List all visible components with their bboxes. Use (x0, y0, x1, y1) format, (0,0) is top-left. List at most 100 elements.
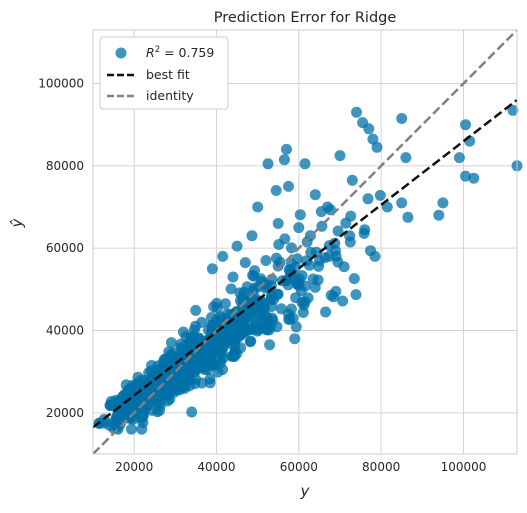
scatter-point (294, 209, 306, 221)
scatter-point (338, 261, 350, 273)
scatter-point (279, 233, 291, 245)
y-axis-label: ŷ (8, 217, 26, 228)
scatter-point (241, 281, 253, 293)
scatter-point (322, 201, 334, 213)
fit-lines (92, 29, 518, 455)
scatter-point (272, 218, 284, 229)
scatter-point (374, 189, 386, 201)
tick-labels: 20000 40000 60000 80000 100000 20000 40000 6000… (38, 77, 486, 474)
scatter-point (231, 240, 243, 252)
scatter-point (254, 312, 266, 324)
scatter-point (270, 185, 282, 196)
y-tick-label: 100000 (38, 77, 84, 91)
y-tick-label: 40000 (46, 324, 84, 338)
scatter-point (240, 312, 252, 324)
scatter-point (165, 337, 177, 349)
scatter-point (132, 400, 144, 412)
scatter-point (313, 260, 325, 272)
scatter-point (260, 255, 272, 266)
scatter-point (402, 211, 414, 223)
legend-r2-value: = 0.759 (160, 45, 214, 60)
scatter-point (212, 366, 224, 378)
scatter-point (205, 312, 217, 323)
scatter-point (337, 295, 349, 307)
scatter-point (400, 152, 412, 164)
scatter-point (227, 271, 239, 283)
scatter-point (246, 323, 258, 335)
scatter-point (350, 289, 362, 301)
scatter-point (181, 364, 193, 376)
scatter-point (369, 250, 381, 262)
scatter-point (284, 267, 296, 279)
x-tick-label: 60000 (280, 460, 318, 474)
scatter-point (371, 141, 383, 153)
scatter-point (289, 333, 301, 345)
scatter-point (367, 133, 379, 145)
scatter-point (175, 342, 187, 354)
scatter-point (110, 418, 122, 430)
legend-identity-label: identity (146, 88, 194, 103)
grid (93, 30, 517, 454)
scatter-point (332, 225, 344, 237)
scatter-point (307, 273, 319, 285)
scatter-point (262, 158, 274, 170)
scatter-point (223, 332, 235, 344)
scatter-point (190, 320, 201, 332)
scatter-point (218, 340, 230, 352)
scatter-point (359, 224, 371, 236)
scatter-point (217, 250, 229, 262)
scatter-point (290, 321, 302, 333)
scatter-point (330, 285, 342, 297)
scatter-point (293, 222, 305, 234)
scatter-point (381, 201, 393, 213)
scatter-point (507, 104, 519, 116)
scatter-point (177, 326, 189, 338)
scatter-point (323, 250, 335, 262)
scatter-point (309, 189, 321, 201)
scatter-point (310, 246, 322, 258)
scatter-point (283, 308, 294, 320)
scatter-point (189, 378, 201, 390)
scatter-point (154, 399, 166, 411)
scatter-point (345, 210, 357, 222)
scatter-point (433, 209, 445, 221)
y-tick-label: 80000 (46, 159, 84, 173)
scatter-point (309, 281, 321, 293)
scatter-point (320, 306, 332, 318)
scatter-point (301, 236, 313, 248)
scatter-point (278, 154, 290, 166)
scatter-point (246, 230, 258, 242)
y-tick-label: 20000 (46, 406, 84, 420)
scatter-point (170, 384, 182, 396)
scatter-point (303, 259, 315, 271)
scatter-point (329, 237, 341, 249)
x-tick-label: 20000 (115, 460, 153, 474)
legend-r2-marker (115, 47, 127, 59)
legend-r2-label: R2 = 0.759 (146, 45, 214, 60)
scatter-point (334, 150, 346, 162)
scatter-point (282, 279, 294, 291)
scatter-point (264, 339, 276, 351)
scatter-point (396, 197, 408, 209)
scatter-point (291, 253, 303, 265)
scatter-point (125, 423, 137, 435)
best-fit-line (92, 98, 518, 429)
scatter-point (226, 350, 238, 362)
legend-box (99, 36, 229, 110)
scatter-point (261, 324, 273, 336)
identity-line (92, 29, 518, 455)
scatter-point (283, 180, 294, 192)
scatter-point (297, 307, 309, 318)
scatter-point (204, 377, 216, 389)
scatter-point (281, 143, 292, 155)
scatter-point (190, 304, 202, 316)
scatter-point (206, 263, 218, 275)
scatter-point (187, 330, 199, 342)
scatter-point (244, 336, 256, 348)
scatter-point (203, 349, 214, 360)
plot-frame (92, 29, 518, 455)
scatter-point (219, 298, 231, 310)
